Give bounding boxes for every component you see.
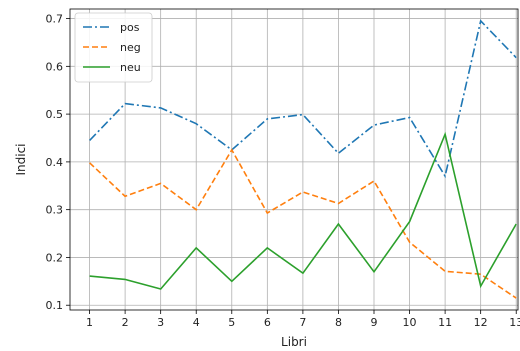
x-tick-label: 12 [474,316,488,329]
x-tick-label: 4 [193,316,200,329]
y-tick-label: 0.6 [46,60,64,73]
legend-box [74,12,153,83]
y-tick-label: 0.1 [46,299,64,312]
x-tick-label: 8 [335,316,342,329]
y-tick-label: 0.5 [46,108,64,121]
legend-label-pos: pos [120,21,140,34]
x-tick-label: 5 [228,316,235,329]
y-tick-label: 0.3 [46,204,64,217]
x-tick-label: 2 [122,316,129,329]
x-tick-label: 3 [157,316,164,329]
y-axis-title: Indici [14,143,28,175]
x-tick-label: 7 [299,316,306,329]
series-lines [89,19,517,299]
plot-frame [69,8,519,311]
series-line-neg [89,148,517,299]
legend-label-neg: neg [120,41,141,54]
x-tick-label: 11 [438,316,452,329]
series-line-pos [89,19,517,179]
legend-label-neu: neu [120,61,141,74]
axis-ticks: 1 2 3 4 5 6 7 8 9 10 11 12 130.10.20.30.40.50.60.7 [46,13,520,329]
y-tick-label: 0.7 [46,13,64,26]
y-tick-label: 0.2 [46,251,64,264]
series-line-neu [89,131,517,290]
y-tick-label: 0.4 [46,156,64,169]
x-tick-label: 10 [403,316,417,329]
x-tick-label: 13 [509,316,520,329]
x-tick-label: 9 [371,316,378,329]
x-tick-label: 6 [264,316,271,329]
legend: pos neg neu [74,12,153,83]
x-tick-label: 1 [86,316,93,329]
x-axis-title: Libri [281,335,307,349]
